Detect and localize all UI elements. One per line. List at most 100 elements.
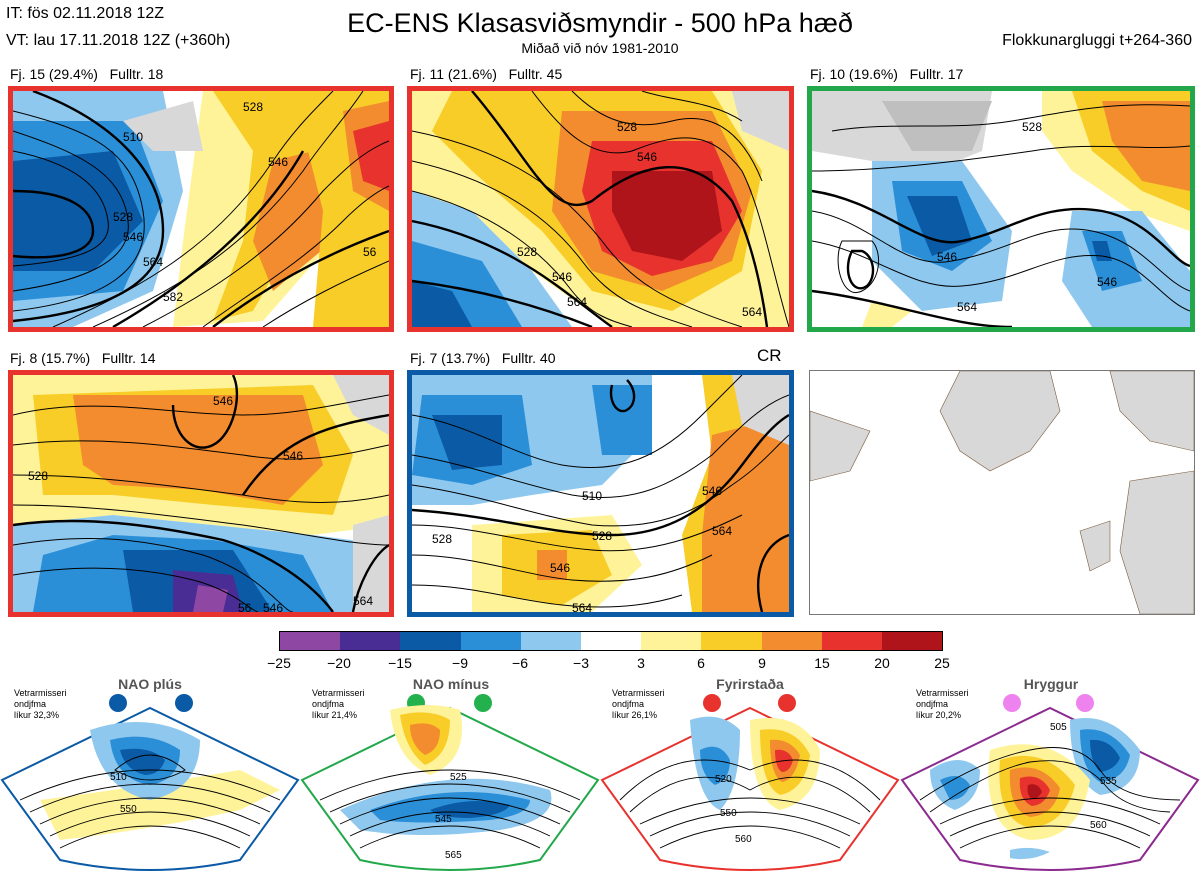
cluster-11-label: Fj. 11 (21.6%) Fulltr. 45 <box>410 66 563 82</box>
colorbar-tick: −9 <box>452 655 468 671</box>
contour-label: 546 <box>263 601 283 612</box>
cluster-10-map: 546 564 546 528 <box>807 86 1195 332</box>
contour-label: 546 <box>637 150 657 164</box>
contour-label: 582 <box>163 290 183 304</box>
regime-contour-label: 550 <box>720 808 737 819</box>
contour-label: 546 <box>213 394 233 408</box>
base-map <box>809 370 1195 615</box>
contour-label: 56 <box>363 245 377 259</box>
contour-label: 564 <box>712 524 732 538</box>
regime-contour-label: 510 <box>110 772 127 783</box>
contour-label: 546 <box>123 230 143 244</box>
colorbar-tick: 20 <box>874 655 890 671</box>
contour-label: 546 <box>1097 275 1117 289</box>
contour-label: 528 <box>243 100 263 114</box>
colorbar-tick: 6 <box>697 655 705 671</box>
colorbar-segment <box>641 632 702 650</box>
contour-label: 564 <box>143 255 163 269</box>
page-subtitle: Miðað við nóv 1981-2010 <box>521 40 679 56</box>
contour-label: 528 <box>617 120 637 134</box>
colorbar-segment <box>821 632 882 650</box>
initial-time: IT: fös 02.11.2018 12Z <box>6 5 165 22</box>
colorbar-segment <box>701 632 762 650</box>
cluster-7-label: Fj. 7 (13.7%) Fulltr. 40 <box>410 350 556 366</box>
regime-contour-label: 550 <box>120 804 137 815</box>
regime-ridge-prob: Vetrarmisseri ondjfma líkur 20,2% <box>916 688 969 720</box>
cluster-15-map: 510 528 546 564 582 546 528 56 <box>8 86 394 332</box>
regime-nao-minus-dot-right <box>474 694 492 712</box>
regime-nao-plus-prob: Vetrarmisseri ondjfma líkur 32,3% <box>14 688 67 720</box>
regime-contour-label: 525 <box>450 772 467 783</box>
contour-label: 546 <box>268 155 288 169</box>
colorbar-tick: −3 <box>573 655 589 671</box>
regime-blocking-dot-right <box>778 694 796 712</box>
cluster-8-label: Fj. 8 (15.7%) Fulltr. 14 <box>10 350 156 366</box>
contour-label: 564 <box>353 594 373 608</box>
regime-contour-label: 535 <box>1100 776 1117 787</box>
contour-label: 510 <box>123 130 143 144</box>
contour-label: 546 <box>283 449 303 463</box>
colorbar-tick: 9 <box>758 655 766 671</box>
regime-nao-plus-dot-left <box>109 694 127 712</box>
regime-nao-minus-title: NAO mínus <box>412 676 490 692</box>
colorbar-tick: 3 <box>637 655 645 671</box>
contour-label: 546 <box>937 250 957 264</box>
colorbar-segment <box>460 632 521 650</box>
contour-label: 528 <box>1022 120 1042 134</box>
contour-label: 546 <box>550 561 570 575</box>
colorbar-tick: −20 <box>327 655 351 671</box>
contour-label: 564 <box>567 295 587 309</box>
colorbar-segment <box>400 632 461 650</box>
contour-label: 546 <box>552 270 572 284</box>
colorbar-segment <box>881 632 943 650</box>
regime-nao-plus-map: 510 550 <box>0 700 300 871</box>
regime-contour-label: 520 <box>715 774 732 785</box>
colorbar-tick: 15 <box>814 655 830 671</box>
regime-blocking-map: 520 550 560 <box>600 700 900 871</box>
colorbar-segment <box>580 632 642 650</box>
contour-label: 528 <box>113 210 133 224</box>
regime-blocking-title: Fyrirstaða <box>716 676 784 692</box>
page-title: EC-ENS Klasasviðsmyndir - 500 hPa hæð <box>347 8 853 38</box>
regime-nao-plus-dot-right <box>175 694 193 712</box>
colorbar-segment <box>280 632 341 650</box>
colorbar <box>279 631 943 651</box>
colorbar-segment <box>520 632 581 650</box>
regime-blocking-dot-left <box>703 694 721 712</box>
colorbar-segment <box>761 632 822 650</box>
contour-label: 56 <box>238 601 252 612</box>
classification-window: Flokkunargluggi t+264-360 <box>1002 32 1192 49</box>
cluster-8-map: 546 546 528 546 56 564 <box>8 370 394 617</box>
contour-label: 564 <box>572 601 592 612</box>
valid-time: VT: lau 17.11.2018 12Z (+360h) <box>6 32 231 49</box>
contour-label: 564 <box>957 300 977 314</box>
regime-ridge-map: 505 535 560 <box>900 700 1200 871</box>
regime-ridge-dot-right <box>1076 694 1094 712</box>
contour-label: 546 <box>702 484 722 498</box>
colorbar-tick: −25 <box>267 655 291 671</box>
contour-label: 528 <box>432 532 452 546</box>
cluster-11-map: 528 546 564 528 546 564 <box>407 86 794 332</box>
cluster-7-tag: CR <box>757 346 782 365</box>
colorbar-tick: 25 <box>934 655 950 671</box>
regime-contour-label: 560 <box>1090 820 1107 831</box>
regime-nao-minus-prob: Vetrarmisseri ondjfma líkur 21,4% <box>312 688 365 720</box>
regime-blocking-prob: Vetrarmisseri ondjfma líkur 26,1% <box>612 688 665 720</box>
regime-ridge-dot-left <box>1003 694 1021 712</box>
colorbar-segment <box>340 632 401 650</box>
regime-contour-label: 560 <box>735 834 752 845</box>
contour-label: 528 <box>592 529 612 543</box>
regime-contour-label: 565 <box>445 850 462 861</box>
cluster-7-map: 510 528 546 546 564 528 564 <box>407 370 794 617</box>
regime-contour-label: 505 <box>1050 722 1067 733</box>
regime-nao-minus-map: 525 545 565 <box>300 700 600 871</box>
contour-label: 528 <box>28 469 48 483</box>
contour-label: 528 <box>517 245 537 259</box>
regime-ridge-title: Hryggur <box>1023 676 1079 692</box>
cluster-15-label: Fj. 15 (29.4%) Fulltr. 18 <box>10 66 164 82</box>
contour-label: 510 <box>582 489 602 503</box>
contour-label: 564 <box>742 305 762 319</box>
colorbar-tick: −15 <box>388 655 412 671</box>
cluster-10-label: Fj. 10 (19.6%) Fulltr. 17 <box>810 66 964 82</box>
colorbar-tick: −6 <box>512 655 528 671</box>
